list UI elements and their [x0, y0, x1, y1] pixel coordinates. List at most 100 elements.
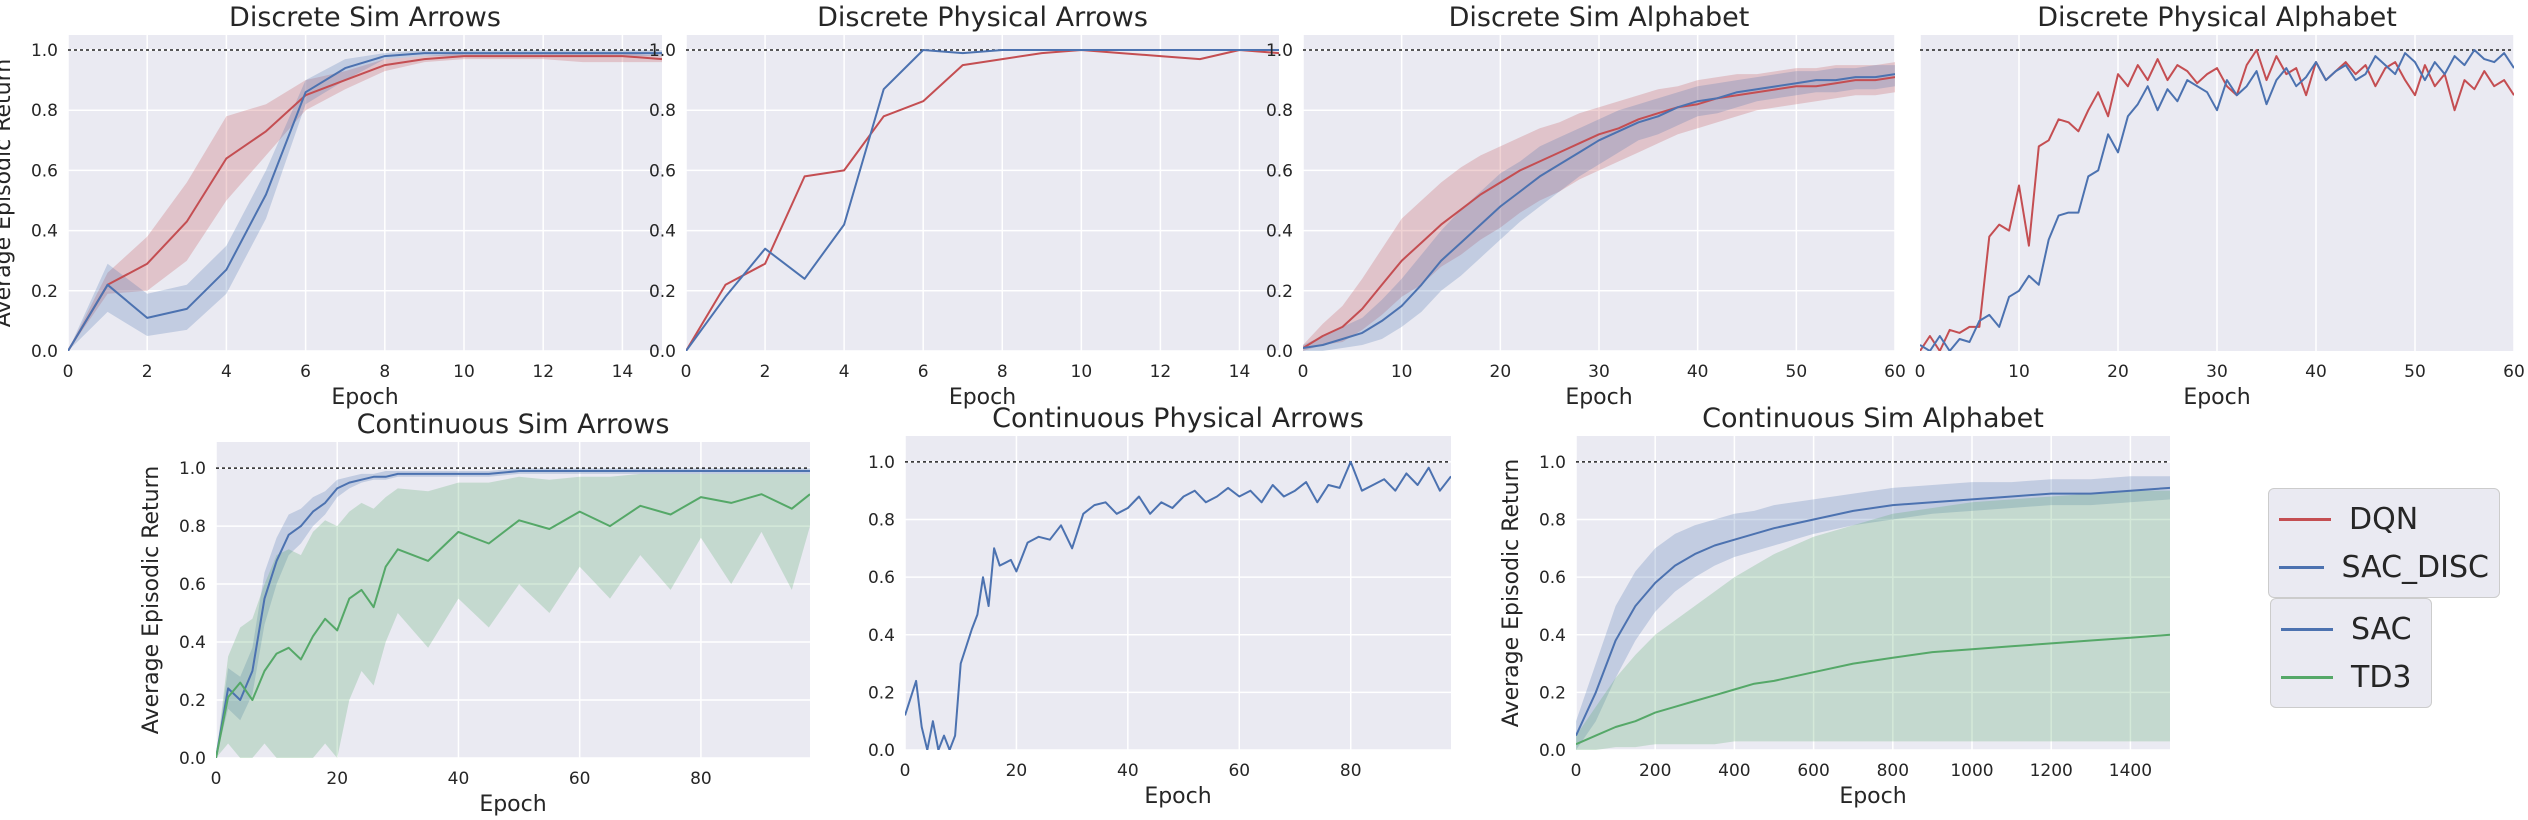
x-tick-label: 60 [1228, 761, 1250, 781]
plot-marks [1303, 49, 1895, 351]
y-axis-label: Average Episodic Return [0, 59, 16, 327]
legend-entry-sac-disc: SAC_DISC [2279, 543, 2489, 591]
series-line-sac-disc [686, 49, 1279, 351]
x-tick-label: 0 [1571, 761, 1582, 781]
series-line-dqn [1303, 76, 1895, 349]
y-tick-label: 0.2 [649, 282, 676, 302]
plot-marks [905, 460, 1451, 750]
legend-entry-sac: SAC [2281, 605, 2421, 653]
x-tick-label: 40 [1117, 761, 1139, 781]
chart-title: Continuous Sim Arrows [357, 409, 670, 440]
x-tick-label: 1400 [2109, 761, 2152, 781]
chart-title: Discrete Sim Arrows [229, 2, 501, 33]
y-tick-label: 1.0 [179, 459, 206, 479]
y-tick-label: 0.6 [1539, 568, 1566, 588]
x-tick-label: 6 [918, 362, 929, 382]
chart-discrete-sim-alphabet: 0 10 20 30 40 50 60 0.0 0.2 0.4 0.6 0.8 1.0 Discrete … [1266, 2, 1906, 410]
x-tick-label: 20 [2107, 362, 2129, 382]
y-tick-label: 1.0 [868, 453, 895, 473]
x-axis-label: Epoch [479, 792, 546, 817]
x-tick-label: 4 [839, 362, 850, 382]
legend-discrete: DQN SAC_DISC [2268, 488, 2500, 598]
x-tick-label: 30 [2206, 362, 2228, 382]
band-sac-disc [1303, 65, 1895, 351]
plot-area [1576, 436, 2170, 750]
x-tick-label: 20 [326, 769, 348, 789]
chart-discrete-physical-arrows: 0 2 4 6 8 10 12 14 0.0 0.2 0.4 0.6 0.8 1.0 Discrete Ph… [649, 2, 1279, 410]
chart-continuous-physical-arrows: 0 20 40 60 80 0.0 0.2 0.4 0.6 0.8 1.0 Continuous Ph… [868, 403, 1451, 809]
y-tick-label: 0.6 [868, 568, 895, 588]
y-tick-label: 0.2 [1266, 282, 1293, 302]
x-tick-label: 20 [1006, 761, 1028, 781]
x-axis-label: Epoch [949, 385, 1016, 410]
y-axis-label: Average Episodic Return [139, 466, 164, 734]
legend-entry-dqn: DQN [2279, 495, 2489, 543]
series-line-td3 [1576, 633, 2170, 746]
x-axis-label: Epoch [2183, 385, 2250, 410]
series-line-dqn [68, 55, 662, 351]
y-tick-label: 0.0 [1539, 741, 1566, 761]
y-tick-label: 0.0 [868, 741, 895, 761]
y-tick-label: 1.0 [1539, 453, 1566, 473]
series-line-sac-disc [1920, 49, 2514, 351]
y-tick-label: 0.2 [31, 282, 58, 302]
x-tick-label: 200 [1639, 761, 1671, 781]
series-line-sac [905, 460, 1451, 750]
chart-discrete-sim-arrows: 0 2 4 6 8 10 12 14 0.0 0.2 0.4 0.6 0.8 1.0 Discrete Si… [0, 2, 662, 410]
chart-title: Discrete Physical Alphabet [2037, 2, 2397, 33]
y-tick-label: 0.8 [31, 101, 58, 121]
legend-label-dqn: DQN [2349, 501, 2419, 537]
y-tick-label: 0.0 [31, 342, 58, 362]
y-tick-label: 0.8 [1266, 101, 1293, 121]
band-sac [1576, 476, 2170, 750]
chart-discrete-physical-alphabet: 0 10 20 30 40 50 60 Discrete Physical Alphabet E… [1915, 2, 2525, 410]
x-tick-label: 0 [1915, 362, 1926, 382]
plot-marks [1920, 49, 2514, 351]
y-tick-label: 0.2 [1539, 683, 1566, 703]
x-tick-label: 60 [569, 769, 591, 789]
series-line-td3 [216, 493, 810, 758]
x-tick-label: 14 [612, 362, 634, 382]
chart-continuous-sim-alphabet: 0 200 400 600 800 1000 1200 1400 0.0 0.2 0.4 0.6 0.8… [1499, 403, 2170, 809]
legend-label-sac-disc: SAC_DISC [2341, 549, 2489, 585]
x-tick-label: 40 [2305, 362, 2327, 382]
series-line-sac-disc [1303, 73, 1895, 349]
series-line-dqn [1920, 49, 2514, 351]
chart-title: Discrete Sim Alphabet [1449, 2, 1750, 33]
y-tick-label: 0.8 [649, 101, 676, 121]
x-tick-label: 0 [681, 362, 692, 382]
legend-swatch-dqn [2279, 517, 2331, 521]
x-tick-label: 800 [1877, 761, 1909, 781]
y-tick-label: 0.6 [31, 161, 58, 181]
x-tick-label: 0 [900, 761, 911, 781]
x-tick-label: 0 [211, 769, 222, 789]
x-tick-label: 600 [1797, 761, 1829, 781]
chart-title: Continuous Physical Arrows [992, 403, 1364, 434]
x-tick-label: 400 [1718, 761, 1750, 781]
x-tick-label: 20 [1490, 362, 1512, 382]
legend-swatch-sac [2281, 627, 2333, 631]
x-axis-label: Epoch [1839, 784, 1906, 809]
x-tick-label: 6 [300, 362, 311, 382]
band-dqn [1303, 62, 1895, 351]
y-tick-label: 0.8 [179, 517, 206, 537]
x-tick-label: 0 [1298, 362, 1309, 382]
y-tick-label: 0.8 [868, 511, 895, 531]
x-tick-label: 2 [142, 362, 153, 382]
band-sac-disc [68, 50, 662, 351]
x-tick-label: 60 [1884, 362, 1906, 382]
plot-marks [686, 49, 1279, 351]
x-tick-label: 40 [1687, 362, 1709, 382]
y-tick-label: 0.4 [179, 633, 206, 653]
y-tick-label: 0.6 [1266, 161, 1293, 181]
legend-label-td3: TD3 [2351, 659, 2412, 695]
series-line-dqn [686, 49, 1279, 351]
x-tick-label: 14 [1229, 362, 1251, 382]
y-tick-label: 0.2 [179, 691, 206, 711]
y-tick-label: 1.0 [649, 41, 676, 61]
y-tick-label: 0.4 [31, 222, 58, 242]
x-tick-label: 80 [690, 769, 712, 789]
y-tick-label: 0.4 [649, 222, 676, 242]
plot-marks [216, 467, 810, 758]
plot-area [68, 35, 662, 351]
